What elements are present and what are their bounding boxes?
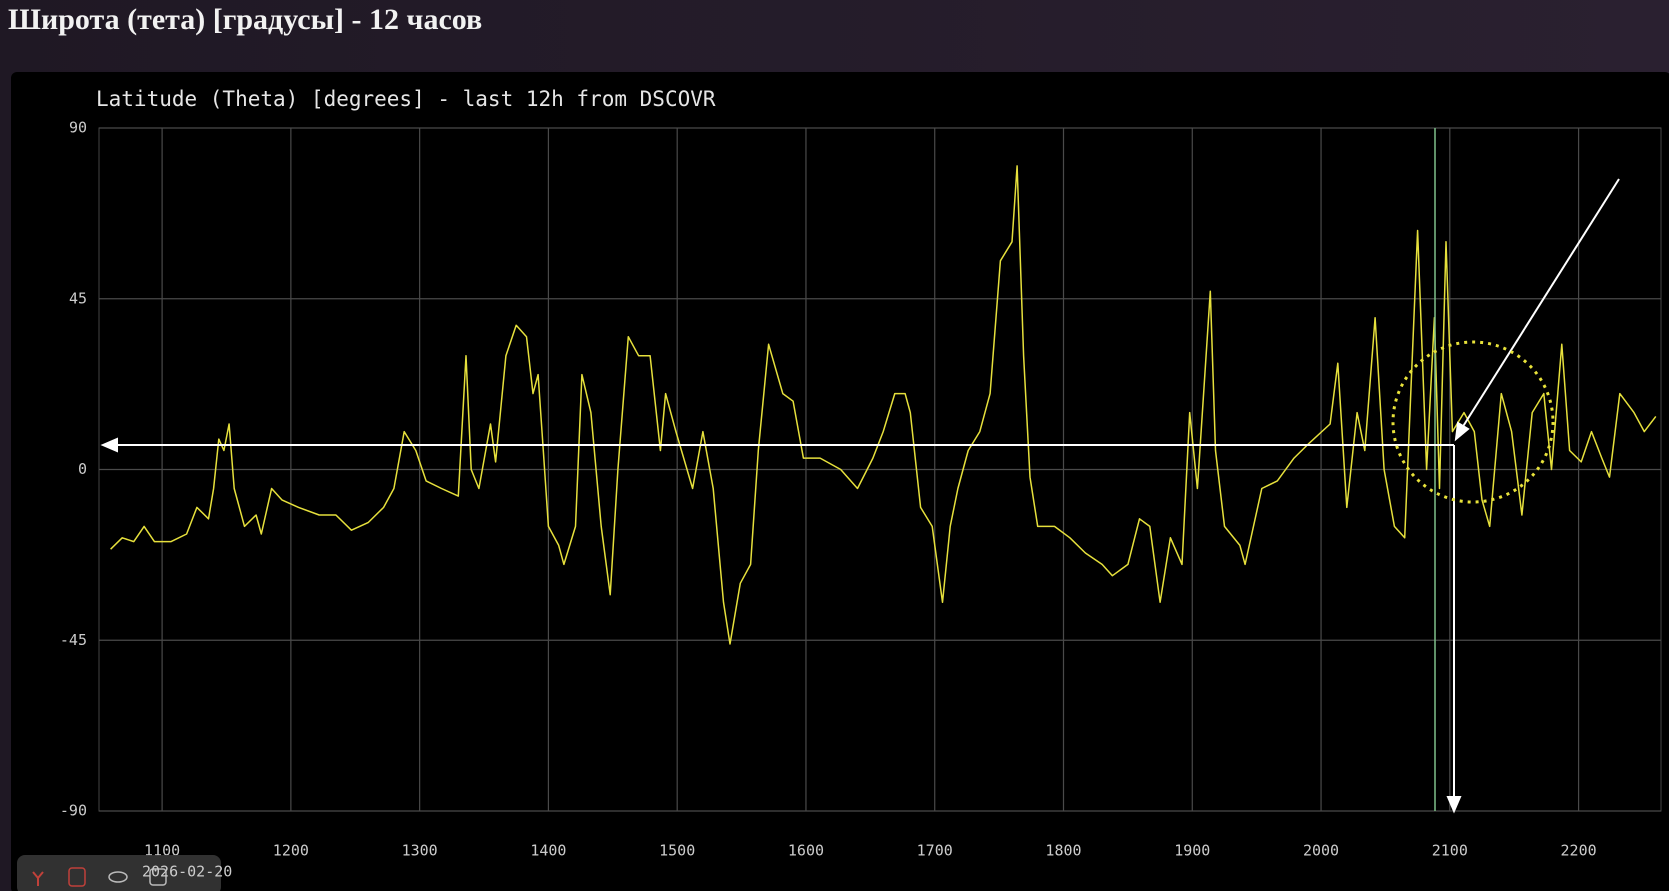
page-title: Широта (тета) [градусы] - 12 часов (8, 3, 482, 36)
x-tick-label: 1600 (788, 842, 824, 860)
chart-panel (11, 72, 1669, 891)
date-label: 2026-02-20 (142, 863, 232, 881)
arrowhead (1446, 796, 1462, 814)
x-tick-label: 2000 (1303, 842, 1339, 860)
x-tick-label: 1700 (917, 842, 953, 860)
chart-title: Latitude (Theta) [degrees] - last 12h fr… (96, 87, 716, 111)
toolbar-bg (17, 855, 221, 891)
x-tick-label: 1200 (273, 842, 309, 860)
x-tick-label: 1500 (659, 842, 695, 860)
text-icon[interactable] (68, 867, 86, 887)
x-tick-label: 1800 (1045, 842, 1081, 860)
view-icon[interactable] (108, 871, 128, 883)
y-tick-label: 0 (78, 460, 87, 478)
data-line (110, 165, 1657, 645)
x-tick-label: 2200 (1561, 842, 1597, 860)
arrowhead (1454, 421, 1470, 442)
y-tick-label: -45 (60, 631, 87, 649)
x-axis: 1100 1200 1300 1400 1500 1600 1700 1800 1900 2000… (144, 842, 1597, 860)
x-tick-label: 1300 (402, 842, 438, 860)
arrowhead (100, 437, 118, 453)
x-tick-label: 1400 (530, 842, 566, 860)
plot (110, 165, 1657, 645)
y-axis: 90 45 0 -45 -90 (60, 119, 87, 820)
filter-icon[interactable] (32, 871, 44, 886)
toolbar (17, 855, 221, 891)
x-tick-label: 1900 (1174, 842, 1210, 860)
expand-icon[interactable] (149, 868, 167, 886)
y-tick-label: 90 (69, 119, 87, 137)
x-tick-label: 2100 (1432, 842, 1468, 860)
annotation-arrows (100, 178, 1620, 814)
highlight-circle (1391, 340, 1555, 504)
y-tick-label: -90 (60, 802, 87, 820)
y-tick-label: 45 (69, 289, 87, 307)
arrow-diagonal (1461, 178, 1620, 429)
